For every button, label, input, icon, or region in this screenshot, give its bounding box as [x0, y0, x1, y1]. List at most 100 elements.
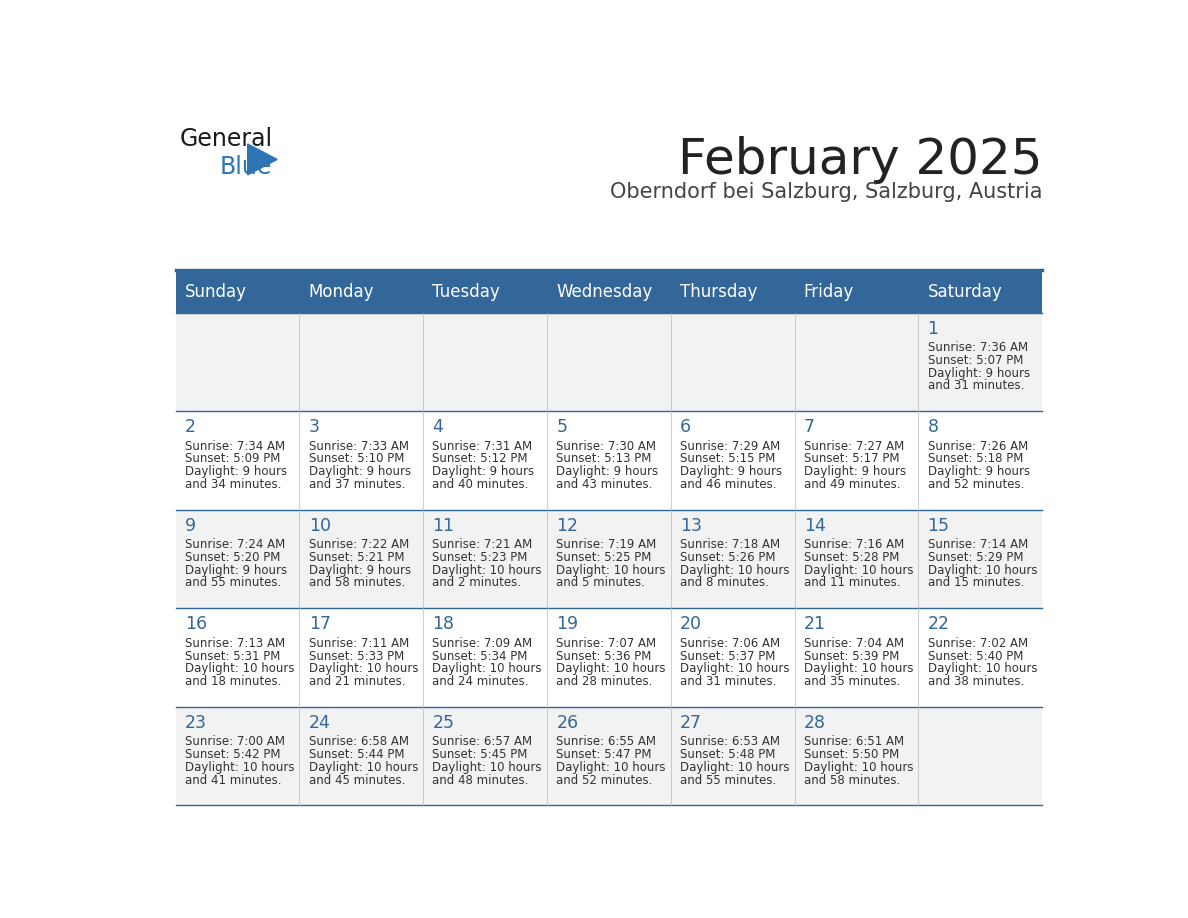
Text: Sunrise: 7:29 AM: Sunrise: 7:29 AM [680, 440, 781, 453]
Text: Daylight: 9 hours: Daylight: 9 hours [556, 465, 658, 478]
Text: Sunset: 5:13 PM: Sunset: 5:13 PM [556, 453, 652, 465]
Text: and 31 minutes.: and 31 minutes. [928, 379, 1024, 392]
Text: 5: 5 [556, 419, 567, 436]
Text: Daylight: 10 hours: Daylight: 10 hours [556, 761, 665, 774]
Text: Daylight: 10 hours: Daylight: 10 hours [556, 564, 665, 577]
Text: and 31 minutes.: and 31 minutes. [680, 675, 777, 688]
Text: Sunrise: 7:07 AM: Sunrise: 7:07 AM [556, 637, 657, 650]
FancyBboxPatch shape [176, 609, 1042, 707]
Text: and 37 minutes.: and 37 minutes. [309, 478, 405, 491]
Text: 25: 25 [432, 714, 455, 732]
Text: 18: 18 [432, 615, 455, 633]
Text: Wednesday: Wednesday [556, 284, 652, 301]
Text: Sunset: 5:36 PM: Sunset: 5:36 PM [556, 650, 652, 663]
Text: and 11 minutes.: and 11 minutes. [804, 577, 901, 589]
Text: 19: 19 [556, 615, 579, 633]
Text: General: General [179, 127, 272, 151]
Text: 8: 8 [928, 419, 939, 436]
Text: Daylight: 9 hours: Daylight: 9 hours [309, 465, 411, 478]
Text: Daylight: 10 hours: Daylight: 10 hours [432, 761, 542, 774]
Text: Sunset: 5:33 PM: Sunset: 5:33 PM [309, 650, 404, 663]
Text: Friday: Friday [804, 284, 854, 301]
Text: 17: 17 [309, 615, 330, 633]
Text: Daylight: 10 hours: Daylight: 10 hours [680, 761, 790, 774]
Text: Sunset: 5:45 PM: Sunset: 5:45 PM [432, 748, 527, 761]
Text: 26: 26 [556, 714, 579, 732]
Text: Sunset: 5:42 PM: Sunset: 5:42 PM [185, 748, 280, 761]
Text: and 48 minutes.: and 48 minutes. [432, 774, 529, 787]
Text: 13: 13 [680, 517, 702, 534]
Text: Daylight: 10 hours: Daylight: 10 hours [309, 761, 418, 774]
Text: and 41 minutes.: and 41 minutes. [185, 774, 282, 787]
FancyBboxPatch shape [176, 313, 1042, 411]
Text: Thursday: Thursday [680, 284, 758, 301]
Text: Sunset: 5:23 PM: Sunset: 5:23 PM [432, 551, 527, 564]
Text: Sunrise: 6:51 AM: Sunrise: 6:51 AM [804, 735, 904, 748]
Text: Sunrise: 7:31 AM: Sunrise: 7:31 AM [432, 440, 532, 453]
Text: 1: 1 [928, 319, 939, 338]
Text: Daylight: 10 hours: Daylight: 10 hours [309, 662, 418, 676]
Text: 27: 27 [680, 714, 702, 732]
Text: 10: 10 [309, 517, 330, 534]
Text: Sunset: 5:39 PM: Sunset: 5:39 PM [804, 650, 899, 663]
Text: Sunrise: 7:24 AM: Sunrise: 7:24 AM [185, 538, 285, 552]
Text: Daylight: 9 hours: Daylight: 9 hours [185, 465, 287, 478]
Text: Daylight: 9 hours: Daylight: 9 hours [432, 465, 535, 478]
Text: Tuesday: Tuesday [432, 284, 500, 301]
Text: Sunrise: 7:00 AM: Sunrise: 7:00 AM [185, 735, 285, 748]
Text: 4: 4 [432, 419, 443, 436]
Text: Sunrise: 6:53 AM: Sunrise: 6:53 AM [680, 735, 781, 748]
Text: 9: 9 [185, 517, 196, 534]
Text: 24: 24 [309, 714, 330, 732]
Text: and 34 minutes.: and 34 minutes. [185, 478, 282, 491]
Text: Oberndorf bei Salzburg, Salzburg, Austria: Oberndorf bei Salzburg, Salzburg, Austri… [609, 182, 1042, 202]
Text: Sunrise: 6:55 AM: Sunrise: 6:55 AM [556, 735, 656, 748]
Text: Sunrise: 7:04 AM: Sunrise: 7:04 AM [804, 637, 904, 650]
Text: Sunset: 5:17 PM: Sunset: 5:17 PM [804, 453, 899, 465]
Text: Sunset: 5:40 PM: Sunset: 5:40 PM [928, 650, 1023, 663]
Text: and 43 minutes.: and 43 minutes. [556, 478, 652, 491]
Text: Sunset: 5:12 PM: Sunset: 5:12 PM [432, 453, 527, 465]
Text: Sunrise: 6:57 AM: Sunrise: 6:57 AM [432, 735, 532, 748]
FancyBboxPatch shape [176, 411, 1042, 509]
Text: Sunrise: 7:21 AM: Sunrise: 7:21 AM [432, 538, 532, 552]
Text: Sunrise: 7:34 AM: Sunrise: 7:34 AM [185, 440, 285, 453]
Text: Sunrise: 6:58 AM: Sunrise: 6:58 AM [309, 735, 409, 748]
Text: and 52 minutes.: and 52 minutes. [556, 774, 652, 787]
Text: Daylight: 10 hours: Daylight: 10 hours [432, 564, 542, 577]
Text: Daylight: 9 hours: Daylight: 9 hours [185, 564, 287, 577]
Text: Sunrise: 7:36 AM: Sunrise: 7:36 AM [928, 341, 1028, 354]
Text: and 2 minutes.: and 2 minutes. [432, 577, 522, 589]
Text: Sunset: 5:20 PM: Sunset: 5:20 PM [185, 551, 280, 564]
FancyBboxPatch shape [176, 509, 1042, 609]
Text: 15: 15 [928, 517, 949, 534]
Text: and 8 minutes.: and 8 minutes. [680, 577, 769, 589]
Text: Sunrise: 7:19 AM: Sunrise: 7:19 AM [556, 538, 657, 552]
Text: Blue: Blue [220, 155, 272, 179]
Text: 28: 28 [804, 714, 826, 732]
Text: 7: 7 [804, 419, 815, 436]
Text: Sunrise: 7:06 AM: Sunrise: 7:06 AM [680, 637, 781, 650]
Text: Daylight: 9 hours: Daylight: 9 hours [928, 366, 1030, 379]
Text: 22: 22 [928, 615, 949, 633]
FancyBboxPatch shape [176, 707, 1042, 805]
Text: and 15 minutes.: and 15 minutes. [928, 577, 1024, 589]
Text: Sunset: 5:21 PM: Sunset: 5:21 PM [309, 551, 404, 564]
Text: Daylight: 9 hours: Daylight: 9 hours [804, 465, 906, 478]
Text: Sunrise: 7:09 AM: Sunrise: 7:09 AM [432, 637, 532, 650]
Text: 16: 16 [185, 615, 207, 633]
Text: 6: 6 [680, 419, 691, 436]
Text: and 5 minutes.: and 5 minutes. [556, 577, 645, 589]
Text: and 38 minutes.: and 38 minutes. [928, 675, 1024, 688]
Text: Sunset: 5:18 PM: Sunset: 5:18 PM [928, 453, 1023, 465]
Text: and 45 minutes.: and 45 minutes. [309, 774, 405, 787]
Text: Daylight: 10 hours: Daylight: 10 hours [680, 564, 790, 577]
Text: Sunset: 5:47 PM: Sunset: 5:47 PM [556, 748, 652, 761]
Text: and 55 minutes.: and 55 minutes. [185, 577, 282, 589]
Text: Sunrise: 7:33 AM: Sunrise: 7:33 AM [309, 440, 409, 453]
Text: Sunrise: 7:02 AM: Sunrise: 7:02 AM [928, 637, 1028, 650]
Text: and 55 minutes.: and 55 minutes. [680, 774, 776, 787]
Text: Daylight: 10 hours: Daylight: 10 hours [804, 662, 914, 676]
Text: Sunrise: 7:11 AM: Sunrise: 7:11 AM [309, 637, 409, 650]
Text: and 35 minutes.: and 35 minutes. [804, 675, 901, 688]
